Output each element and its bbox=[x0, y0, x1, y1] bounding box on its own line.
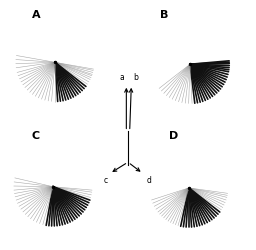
Text: D: D bbox=[169, 130, 179, 140]
Text: c: c bbox=[103, 176, 108, 184]
Text: a: a bbox=[120, 73, 125, 82]
Text: b: b bbox=[133, 73, 138, 82]
Text: C: C bbox=[32, 130, 40, 140]
Text: A: A bbox=[31, 10, 40, 20]
Text: B: B bbox=[160, 10, 168, 20]
Text: d: d bbox=[146, 176, 151, 184]
